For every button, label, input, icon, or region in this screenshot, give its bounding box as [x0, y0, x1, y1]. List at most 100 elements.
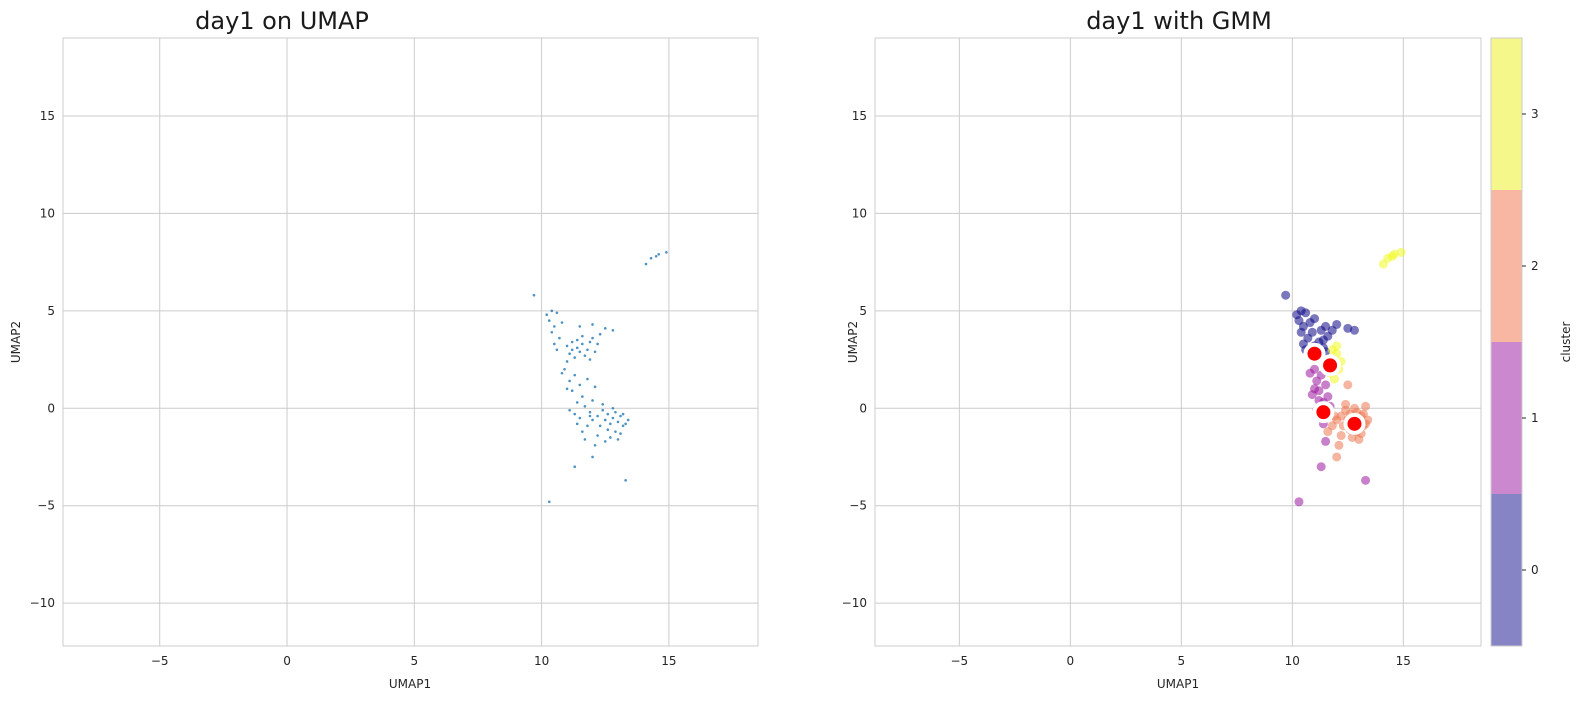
- x-tick-label: 5: [410, 654, 418, 668]
- data-point: [565, 387, 569, 391]
- cluster-1-point: [1321, 380, 1331, 390]
- tick-labels: −5 0 5 10 15 −10 −5 0 5 10 15: [30, 109, 677, 668]
- data-point: [603, 418, 607, 422]
- data-point: [550, 309, 554, 313]
- data-point: [563, 367, 566, 371]
- data-point: [547, 500, 551, 504]
- data-point: [581, 334, 584, 338]
- data-point: [575, 338, 579, 342]
- x-tick-label: −5: [151, 654, 169, 668]
- data-point: [616, 438, 620, 441]
- data-point: [601, 403, 605, 406]
- data-point: [626, 418, 630, 422]
- data-point: [553, 325, 556, 328]
- cluster-2-point: [1354, 434, 1364, 444]
- data-point: [624, 422, 627, 426]
- colorbar: 0 1 2 3 cluster: [1490, 37, 1573, 647]
- y-tick-label: −5: [37, 499, 55, 513]
- data-point: [565, 344, 569, 348]
- data-point: [593, 350, 597, 354]
- colorbar-tick-label: 3: [1531, 107, 1539, 121]
- cluster-1-point: [1361, 475, 1371, 485]
- grid-lines: [875, 38, 1481, 646]
- data-point: [624, 479, 627, 482]
- data-point: [545, 313, 548, 317]
- centroid-marker: [1303, 342, 1326, 365]
- data-point: [649, 256, 653, 260]
- colorbar-segment: [1491, 38, 1522, 190]
- data-point: [583, 354, 587, 357]
- data-point: [555, 311, 559, 315]
- data-point: [611, 329, 615, 332]
- data-point: [575, 401, 579, 404]
- data-point: [560, 371, 564, 375]
- data-point: [573, 373, 577, 377]
- data-point: [560, 321, 564, 324]
- data-point: [578, 325, 582, 328]
- data-point: [588, 340, 592, 344]
- y-tick-label: 5: [47, 304, 55, 318]
- data-point: [573, 465, 577, 469]
- data-point: [581, 430, 584, 433]
- data-point: [665, 251, 668, 254]
- cluster-0-point: [1310, 314, 1320, 324]
- cluster-2-point: [1361, 401, 1371, 411]
- x-axis-label: UMAP1: [1157, 677, 1199, 691]
- colorbar-segment: [1491, 342, 1522, 494]
- data-point: [558, 336, 561, 340]
- data-point: [550, 330, 554, 334]
- data-point: [568, 352, 571, 355]
- y-tick-label: −5: [849, 499, 867, 513]
- data-point: [611, 406, 615, 410]
- cluster-2-point: [1332, 452, 1342, 462]
- cluster-3-point: [1329, 374, 1339, 384]
- data-point: [614, 430, 617, 433]
- data-point: [568, 379, 571, 383]
- colorbar-segment: [1491, 190, 1522, 342]
- colorbar-tick-label: 0: [1531, 563, 1539, 577]
- cluster-2-point: [1341, 399, 1351, 409]
- y-tick-label: 5: [859, 304, 867, 318]
- x-axis-label: UMAP1: [389, 677, 431, 691]
- x-tick-label: 15: [661, 654, 676, 668]
- cluster-1-point: [1321, 436, 1331, 446]
- data-point: [570, 389, 574, 393]
- grid-lines: [63, 38, 758, 646]
- data-point: [611, 416, 615, 420]
- data-points: [1281, 247, 1406, 507]
- x-tick-label: 15: [1396, 654, 1411, 668]
- y-tick-label: 0: [47, 401, 55, 415]
- data-point: [568, 408, 571, 412]
- colorbar-tick-label: 1: [1531, 411, 1539, 425]
- cluster-0-point: [1349, 325, 1359, 335]
- x-tick-label: 10: [534, 654, 549, 668]
- data-point: [573, 356, 577, 359]
- data-point: [555, 348, 559, 352]
- data-point: [591, 323, 594, 326]
- data-point: [581, 342, 584, 346]
- data-point: [532, 293, 536, 297]
- umap-scatter-panel: day1 on UMAP −5 0 5 10 15 −10 −5 0 5 10 15 UMAP1 U…: [9, 7, 759, 691]
- data-point: [547, 319, 551, 322]
- data-point: [603, 440, 607, 443]
- y-tick-label: 15: [40, 109, 55, 123]
- data-point: [596, 342, 599, 346]
- y-tick-label: −10: [842, 596, 867, 610]
- data-point: [609, 436, 612, 439]
- tick-labels: −5 0 5 10 15 −10 −5 0 5 10 15: [842, 109, 1411, 668]
- panel-title: day1 on UMAP: [195, 7, 369, 35]
- x-tick-label: 0: [283, 654, 291, 668]
- cluster-2-point: [1349, 403, 1359, 413]
- data-point: [644, 262, 648, 266]
- x-tick-label: 10: [1285, 654, 1300, 668]
- data-point: [614, 410, 617, 414]
- cluster-2-point: [1334, 440, 1344, 450]
- y-tick-label: −10: [30, 596, 55, 610]
- data-point: [578, 350, 582, 354]
- cluster-1-point: [1305, 368, 1315, 378]
- y-tick-label: 10: [852, 206, 867, 220]
- data-point: [654, 254, 658, 258]
- cluster-3-point: [1387, 251, 1397, 261]
- colorbar-segments: [1491, 38, 1522, 646]
